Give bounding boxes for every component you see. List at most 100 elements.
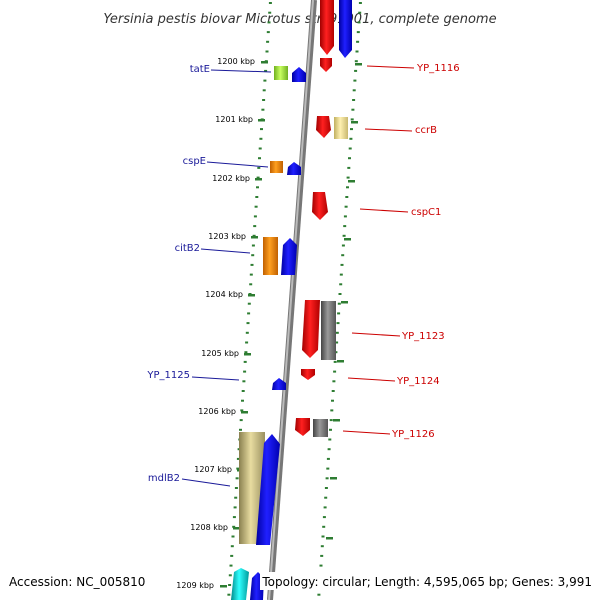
guide-dot <box>345 196 349 198</box>
gene-tate[interactable] <box>274 66 288 80</box>
guide-dot <box>317 593 321 596</box>
gene-blue-cspe[interactable] <box>287 162 301 175</box>
gene-red-yp1116[interactable] <box>320 58 332 72</box>
guide-dot <box>333 370 337 373</box>
guide-dot <box>341 244 345 247</box>
gene-red-ccrb[interactable] <box>316 116 331 138</box>
gene-red-top[interactable] <box>320 0 334 55</box>
accession-text: Accession: NC_005810 <box>9 575 145 589</box>
guide-dot <box>234 496 238 499</box>
guide-dot <box>261 108 265 111</box>
label-ccrb[interactable]: ccrB <box>415 125 437 136</box>
major-tick <box>351 121 358 124</box>
leader-yp1116 <box>366 65 415 69</box>
guide-dot <box>247 302 251 305</box>
guide-dot <box>243 370 247 373</box>
gene-cyan-bottom[interactable] <box>231 568 249 600</box>
guide-dot <box>231 535 235 538</box>
genome-title: Yersinia pestis biovar Microtus str. 910… <box>103 12 496 27</box>
guide-dot <box>257 166 261 169</box>
label-tate[interactable]: tatE <box>190 64 210 75</box>
gene-blue-citb2[interactable] <box>281 238 297 275</box>
label-yp1126[interactable]: YP_1126 <box>391 429 435 440</box>
guide-dot <box>350 128 353 131</box>
guide-dot <box>267 21 271 24</box>
label-cspe[interactable]: cspE <box>183 156 206 167</box>
guide-dot <box>251 244 255 247</box>
label-cspc1[interactable]: cspC1 <box>411 207 441 218</box>
gene-blue-tate[interactable] <box>292 67 306 82</box>
gene-yp1125[interactable] <box>272 378 286 390</box>
guide-dot <box>264 69 268 72</box>
gene-cspe[interactable] <box>270 161 283 173</box>
guide-dot <box>232 525 236 528</box>
guide-dot <box>263 79 267 82</box>
guide-dot <box>327 448 331 451</box>
guide-dot <box>322 525 326 528</box>
guide-dot <box>249 273 253 276</box>
guide-dot <box>232 516 236 519</box>
label-citb2[interactable]: citB2 <box>175 243 200 254</box>
guide-dot <box>245 331 249 334</box>
guide-dot <box>319 564 323 567</box>
gene-cspc1[interactable] <box>312 192 328 220</box>
guide-dot <box>355 50 359 53</box>
guide-dot <box>325 477 329 480</box>
guide-dot <box>243 360 247 363</box>
guide-dot <box>340 263 344 266</box>
guide-dot <box>354 69 358 72</box>
guide-dot <box>341 254 345 257</box>
gene-yp1126[interactable] <box>295 418 310 436</box>
guide-dot <box>351 108 355 111</box>
guide-dot <box>240 409 244 412</box>
guide-dot <box>326 467 330 470</box>
guide-dot <box>348 157 351 160</box>
guide-dot <box>343 225 347 228</box>
guide-dot <box>349 137 353 140</box>
gene-yp1123[interactable] <box>302 300 320 358</box>
guide-dot <box>344 205 348 208</box>
leader-yp1124 <box>347 377 396 382</box>
leader-tate <box>210 69 272 73</box>
guide-dot <box>246 322 250 325</box>
gene-labels: tatE cspE citB2 YP_1125 mdlB2 YP_1116 cc… <box>146 63 459 484</box>
guide-dot <box>338 293 342 295</box>
gene-yp1124[interactable] <box>301 369 315 380</box>
guide-dot <box>356 40 360 43</box>
label-yp1125[interactable]: YP_1125 <box>146 370 190 381</box>
guide-dot <box>328 438 332 441</box>
gene-gray-yp1123[interactable] <box>321 301 336 360</box>
leader-yp1126 <box>342 430 391 435</box>
label-yp1116[interactable]: YP_1116 <box>416 63 460 74</box>
gene-blue-mdlb2[interactable] <box>256 434 280 545</box>
guide-dot <box>262 99 266 101</box>
guide-dot <box>337 302 341 305</box>
guide-dot <box>249 283 253 286</box>
gene-citb2[interactable] <box>263 237 278 275</box>
major-tick <box>348 180 355 183</box>
guide-dot <box>342 234 346 237</box>
guide-dot <box>347 166 351 169</box>
guide-dot <box>258 157 261 160</box>
label-leaders <box>181 65 415 487</box>
guide-dot <box>346 176 350 179</box>
gene-gray-yp1126[interactable] <box>313 419 328 437</box>
label-yp1124[interactable]: YP_1124 <box>396 376 440 387</box>
gene-ccrb[interactable] <box>334 117 348 139</box>
major-tick <box>220 585 227 588</box>
gene-blue-top[interactable] <box>339 0 352 58</box>
guide-dot <box>239 419 243 422</box>
guide-dot <box>253 215 257 218</box>
guide-dot <box>323 506 327 509</box>
guide-dot <box>244 351 248 354</box>
guide-dot <box>324 487 328 489</box>
label-yp1123[interactable]: YP_1123 <box>401 331 445 342</box>
footer-bg-left <box>6 572 148 590</box>
tick-1203: 1203 kbp <box>208 232 246 241</box>
guide-dot <box>333 360 337 363</box>
label-mdlb2[interactable]: mdlB2 <box>148 473 180 484</box>
guide-dot <box>241 399 244 402</box>
guide-dot <box>265 50 269 53</box>
guide-dot <box>260 128 263 131</box>
guide-dot <box>227 593 231 596</box>
